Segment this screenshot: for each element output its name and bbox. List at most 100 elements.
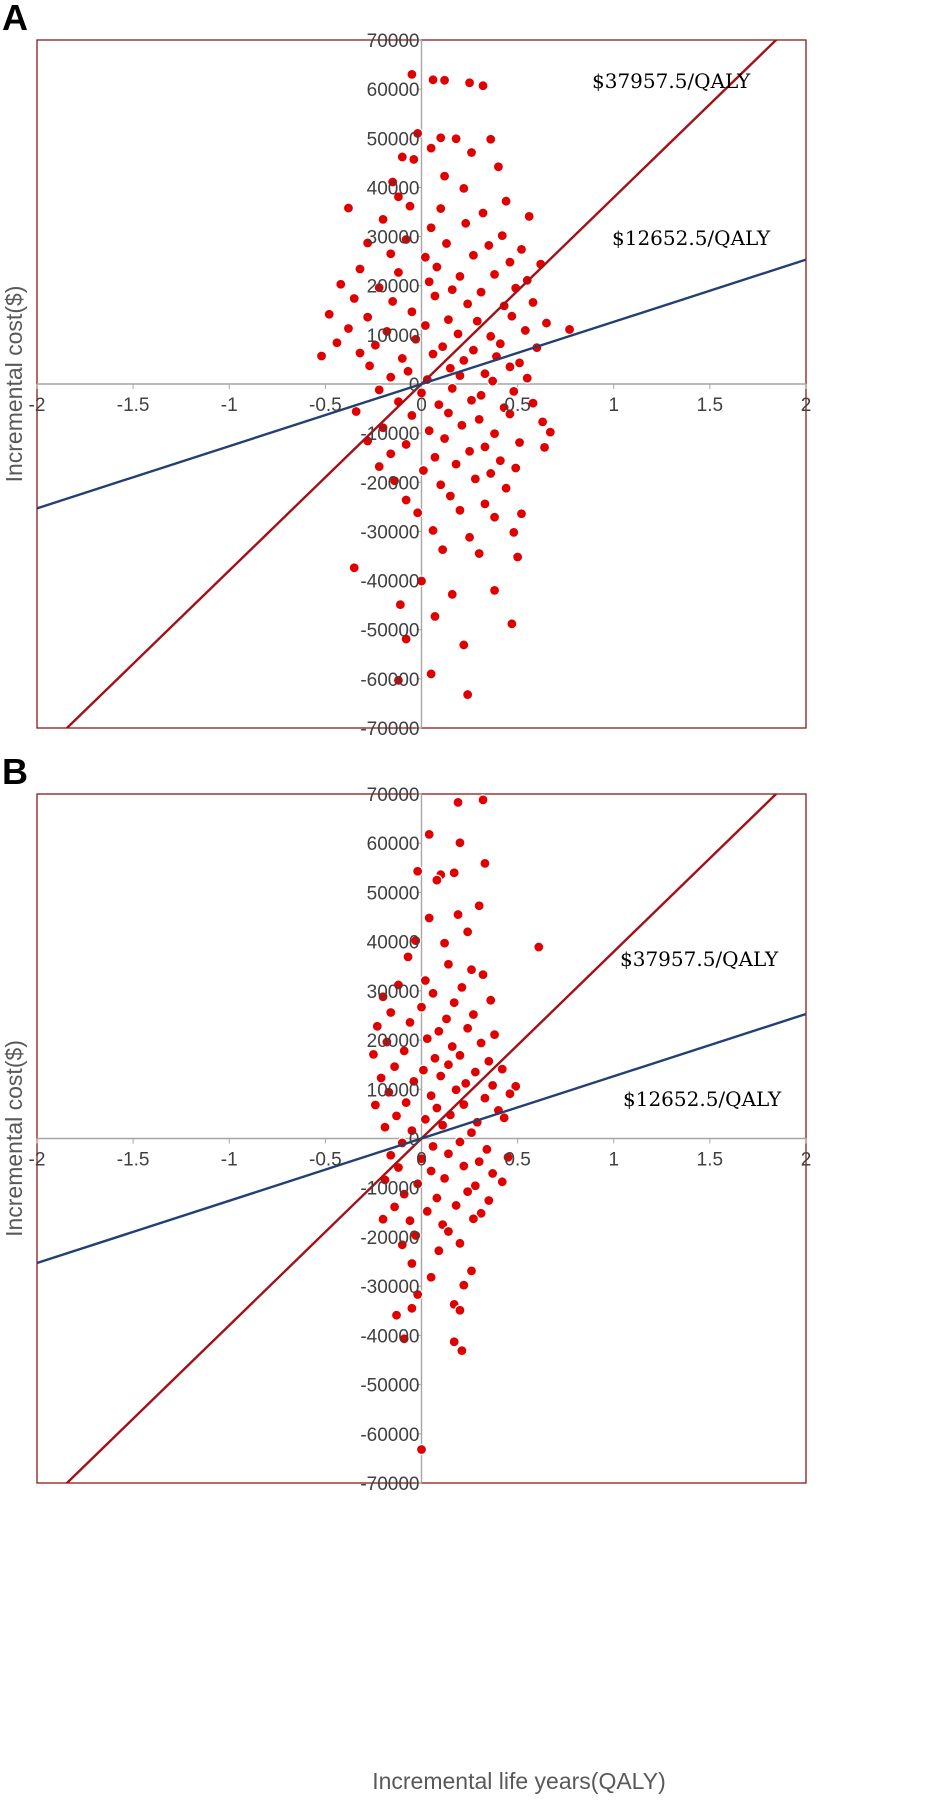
data-point: [435, 479, 447, 491]
data-point: [398, 1333, 410, 1345]
data-point: [510, 462, 522, 474]
data-point: [481, 1143, 493, 1155]
data-point: [377, 1213, 389, 1225]
data-point: [473, 1156, 485, 1168]
data-point: [354, 347, 366, 359]
data-point: [463, 445, 476, 457]
data-point: [479, 1092, 491, 1104]
y-tick-label: -70000: [360, 719, 419, 740]
y-tick-label: 50000: [367, 129, 420, 150]
wtp-label-high: $37957.5/QALY: [620, 947, 779, 971]
data-point: [415, 387, 428, 399]
data-point: [385, 371, 397, 383]
data-point: [465, 1265, 478, 1277]
data-point: [496, 1176, 508, 1188]
data-point: [487, 375, 499, 387]
y-tick-label: 50000: [367, 883, 420, 904]
data-point: [510, 1080, 522, 1092]
data-point: [469, 473, 481, 485]
data-point: [406, 409, 418, 422]
panel-letter: A: [2, 0, 28, 38]
data-point: [458, 1098, 470, 1111]
data-point: [483, 1194, 495, 1207]
data-point: [435, 202, 447, 215]
data-point: [456, 1345, 468, 1357]
data-point: [442, 1059, 455, 1071]
data-point: [540, 317, 553, 329]
data-point: [469, 1066, 481, 1078]
data-point: [454, 1237, 466, 1249]
data-point: [440, 237, 453, 250]
data-point: [452, 908, 464, 921]
data-point: [421, 1032, 433, 1045]
y-tick-label: -60000: [360, 670, 419, 691]
y-tick-label: 0: [409, 1130, 420, 1151]
y-tick-label: -10000: [360, 424, 419, 445]
data-point: [406, 1302, 418, 1314]
data-point: [404, 200, 416, 212]
data-point: [500, 195, 512, 207]
data-point: [396, 352, 408, 365]
data-point: [419, 319, 431, 332]
data-point: [463, 531, 476, 543]
data-point: [458, 1279, 470, 1291]
data-point: [383, 1086, 395, 1098]
panel-a: A -2 -1.5 -1 -0.5 0 0.5 1 1.5 2 70000 60000 50000 400…: [1, 0, 811, 740]
data-point: [487, 1079, 499, 1091]
data-point: [381, 325, 393, 338]
data-point: [462, 688, 474, 701]
data-point: [331, 337, 343, 349]
y-tick-label: -40000: [360, 1326, 419, 1347]
data-point: [456, 419, 468, 431]
data-point: [488, 428, 501, 440]
data-point: [379, 1121, 391, 1133]
data-point: [527, 397, 539, 409]
data-point: [431, 1102, 443, 1114]
data-point: [427, 1140, 439, 1152]
data-point: [425, 1165, 437, 1177]
data-point: [415, 1153, 428, 1165]
data-point: [448, 1336, 460, 1348]
data-point: [504, 361, 516, 373]
wtp-label-low: $12652.5/QALY: [623, 1087, 782, 1111]
data-point: [415, 575, 428, 587]
data-point: [494, 455, 506, 467]
data-point: [446, 588, 458, 600]
data-point: [498, 300, 510, 312]
data-point: [462, 298, 474, 310]
data-point: [442, 958, 455, 970]
y-tick-label: 40000: [367, 178, 420, 199]
data-point: [465, 394, 478, 406]
data-point: [458, 354, 470, 367]
y-tick-label: -20000: [360, 1228, 419, 1249]
data-point: [454, 270, 466, 282]
data-point: [415, 1001, 428, 1013]
data-point: [458, 1160, 470, 1172]
data-point: [515, 508, 528, 520]
data-point: [444, 362, 456, 374]
data-point: [442, 1148, 455, 1160]
data-point: [385, 248, 397, 260]
y-tick-label: -50000: [360, 621, 419, 642]
data-point: [419, 1113, 431, 1125]
data-point: [438, 74, 451, 86]
data-point: [462, 1022, 474, 1034]
data-point: [408, 153, 420, 166]
data-point: [479, 368, 491, 380]
data-point: [458, 182, 470, 195]
data-point: [412, 1288, 424, 1301]
data-point: [506, 310, 518, 322]
data-point: [392, 266, 405, 279]
data-point: [402, 951, 414, 963]
data-point: [463, 77, 476, 89]
data-point: [400, 438, 412, 451]
data-point: [431, 261, 443, 273]
wtp-line-low: [37, 1012, 806, 1265]
data-point: [442, 1225, 455, 1238]
data-point: [392, 674, 405, 686]
data-point: [450, 458, 462, 470]
data-point: [429, 610, 441, 623]
y-tick-label: 60000: [367, 80, 420, 101]
data-point: [437, 1119, 449, 1131]
data-point: [367, 1048, 380, 1060]
